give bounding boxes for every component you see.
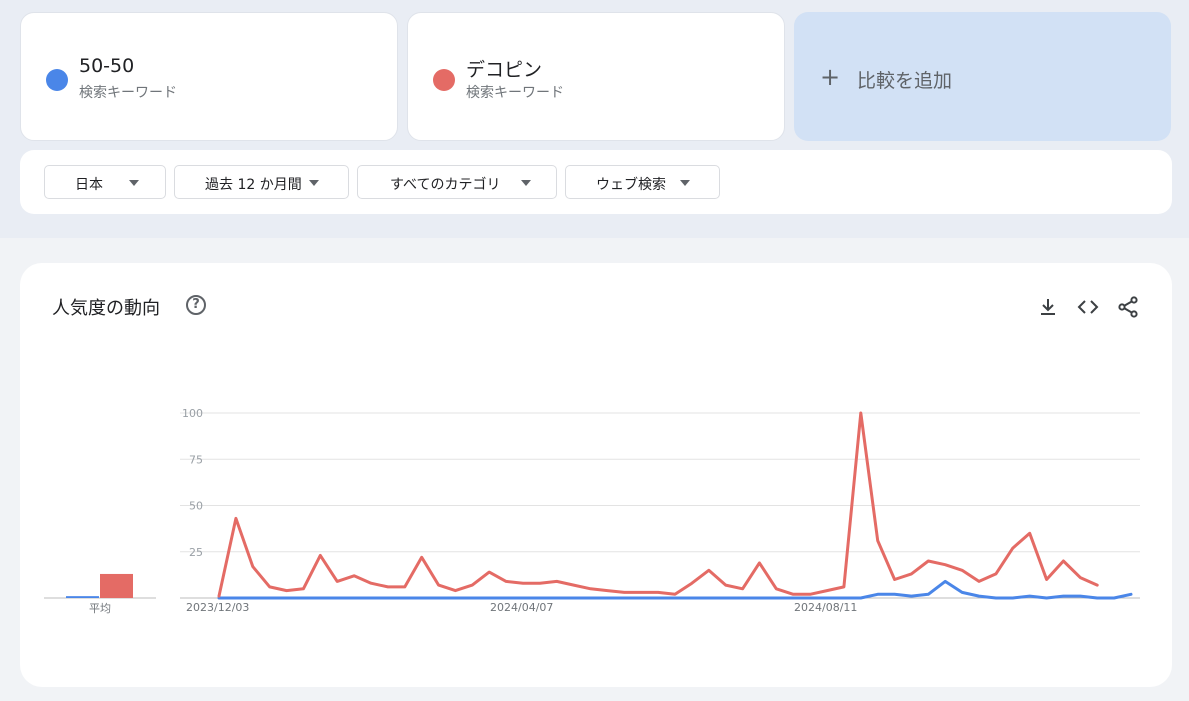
x-tick-label: 2024/08/11	[794, 601, 857, 614]
chevron-down-icon	[309, 180, 319, 186]
plus-icon: +	[820, 63, 841, 91]
add-comparison-button[interactable]: + 比較を追加	[794, 12, 1171, 141]
period-value: 過去 12 か月間	[205, 177, 302, 193]
term-subtitle: 検索キーワード	[79, 85, 177, 101]
add-comparison-label: 比較を追加	[857, 70, 953, 92]
term-color-dot	[433, 69, 455, 91]
term-subtitle: 検索キーワード	[466, 85, 564, 101]
chevron-down-icon	[129, 180, 139, 186]
y-tick-label: 75	[189, 453, 203, 466]
term-name[interactable]: デコピン	[466, 59, 543, 81]
filter-bar: 日本 過去 12 か月間 すべてのカテゴリ ウェブ検索	[20, 150, 1172, 214]
term-card-1[interactable]: 50-50 検索キーワード	[20, 12, 398, 141]
category-dropdown[interactable]: すべてのカテゴリ	[357, 165, 557, 199]
share-icon[interactable]	[1116, 295, 1140, 319]
category-value: すべてのカテゴリ	[390, 177, 501, 193]
term-card-2[interactable]: デコピン 検索キーワード	[407, 12, 785, 141]
interest-over-time-card: 人気度の動向 ? 100 75 50 25 2023/12/03 2024/04/07 20…	[20, 263, 1172, 687]
embed-code-icon[interactable]	[1076, 295, 1100, 319]
x-tick-label: 2024/04/07	[490, 601, 553, 614]
line-chart: 100 75 50 25 2023/12/03 2024/04/07 2024/08/11 平…	[44, 407, 1140, 615]
chart-title: 人気度の動向	[52, 298, 160, 319]
series-line-2	[217, 411, 1099, 598]
x-tick-label: 2023/12/03	[186, 601, 249, 614]
y-tick-label: 25	[189, 546, 203, 559]
help-icon[interactable]: ?	[186, 295, 206, 315]
series-line-1	[217, 579, 1133, 600]
term-color-dot	[46, 69, 68, 91]
average-bar-2	[100, 573, 133, 598]
search-type-dropdown[interactable]: ウェブ検索	[565, 165, 720, 199]
period-dropdown[interactable]: 過去 12 か月間	[174, 165, 349, 199]
y-tick-label: 100	[182, 407, 203, 420]
chevron-down-icon	[680, 180, 690, 186]
y-tick-label: 50	[189, 500, 203, 513]
average-label: 平均	[89, 602, 111, 615]
chevron-down-icon	[521, 180, 531, 186]
region-value: 日本	[75, 177, 103, 193]
average-bar-1	[66, 596, 99, 598]
search-type-value: ウェブ検索	[596, 177, 666, 193]
term-name[interactable]: 50-50	[79, 55, 135, 77]
download-icon[interactable]	[1036, 295, 1060, 319]
region-dropdown[interactable]: 日本	[44, 165, 166, 199]
